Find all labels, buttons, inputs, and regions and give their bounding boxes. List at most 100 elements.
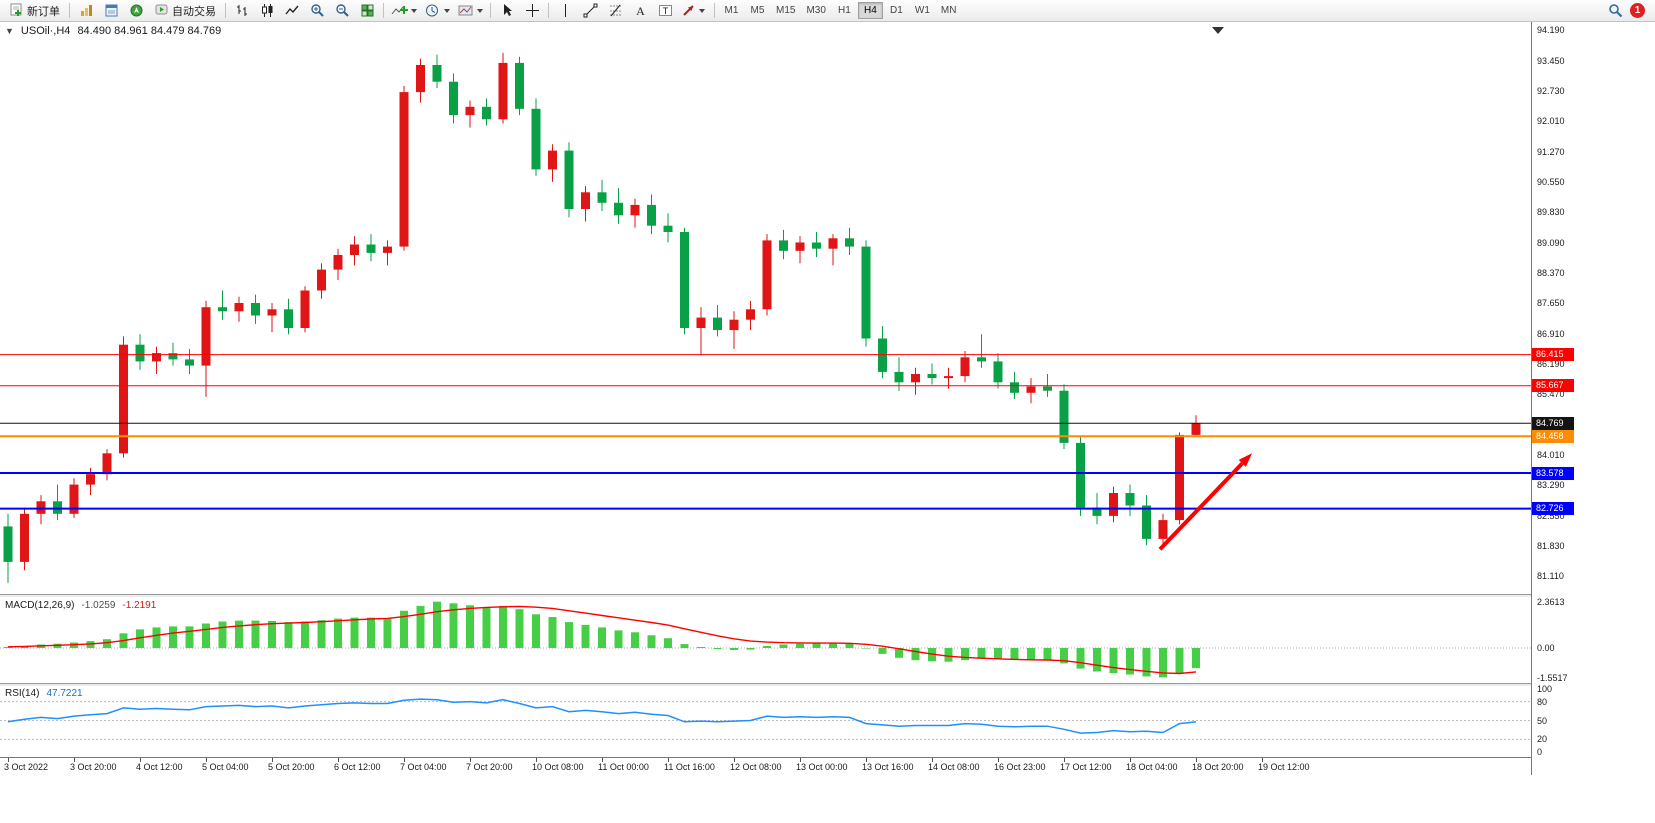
time-axis-label: 6 Oct 12:00 — [334, 762, 381, 772]
macd-axis-label: 2.3613 — [1537, 596, 1565, 607]
time-tick — [602, 758, 603, 762]
search-icon[interactable] — [1603, 0, 1627, 21]
time-tick — [998, 758, 999, 762]
line-chart-icon[interactable] — [280, 0, 304, 21]
time-axis-label: 7 Oct 20:00 — [466, 762, 513, 772]
macd-chart-svg[interactable] — [0, 597, 1531, 683]
time-tick — [932, 758, 933, 762]
cursor-icon[interactable] — [495, 0, 519, 21]
timeframe-H4[interactable]: H4 — [857, 2, 883, 19]
time-axis-label: 13 Oct 00:00 — [796, 762, 848, 772]
notification-badge[interactable]: 1 — [1630, 3, 1645, 18]
macd-signal-line — [7, 605, 1197, 675]
timeframe-M5[interactable]: M5 — [745, 2, 770, 19]
data-window-icon[interactable] — [99, 0, 123, 21]
fibonacci-icon[interactable] — [603, 0, 627, 21]
rsi-axis-label: 50 — [1537, 715, 1548, 726]
price-axis-label: 82.550 — [1537, 510, 1565, 521]
indicators-dropdown[interactable] — [388, 0, 420, 21]
price-axis-label: 86.910 — [1537, 328, 1565, 339]
price-axis-label: 86.190 — [1537, 358, 1565, 369]
main-toolbar: 新订单 自动交易 — [0, 0, 1655, 22]
time-axis-label: 3 Oct 2022 — [4, 762, 49, 772]
price-axis-label: 91.270 — [1537, 146, 1565, 157]
rsi-axis-label: 20 — [1537, 734, 1548, 745]
time-axis-label: 3 Oct 20:00 — [70, 762, 117, 772]
rsi-chart-svg[interactable] — [0, 686, 1531, 756]
price-axis[interactable]: 94.190 93.450 92.730 92.010 91.270 90.550 89.8… — [1531, 22, 1655, 775]
shapes-dropdown[interactable] — [678, 0, 710, 21]
toolbar-separator — [548, 3, 549, 18]
time-axis-label: 18 Oct 20:00 — [1192, 762, 1244, 772]
time-axis-label: 10 Oct 08:00 — [532, 762, 584, 772]
crosshair-icon[interactable] — [520, 0, 544, 21]
chart-shift-marker — [1212, 27, 1224, 34]
price-axis-label: 87.650 — [1537, 298, 1565, 308]
time-axis-label: 19 Oct 12:00 — [1258, 762, 1310, 772]
text-label-icon[interactable]: T — [653, 0, 677, 21]
time-axis[interactable]: 3 Oct 2022 3 Oct 20:00 4 Oct 12:00 5 Oct 04… — [0, 757, 1655, 775]
text-icon[interactable]: A — [628, 0, 652, 21]
time-axis-label: 5 Oct 20:00 — [268, 762, 315, 772]
timeframe-D1[interactable]: D1 — [884, 2, 909, 19]
timeframe-W1[interactable]: W1 — [910, 2, 935, 19]
macd-histogram — [4, 601, 1200, 678]
toolbar-separator — [69, 3, 70, 18]
zoom-out-icon[interactable] — [330, 0, 354, 21]
time-axis-label: 13 Oct 16:00 — [862, 762, 914, 772]
toolbar-separator — [490, 3, 491, 18]
time-tick — [8, 758, 9, 762]
tile-windows-icon[interactable] — [355, 0, 379, 21]
trendline-icon[interactable] — [578, 0, 602, 21]
timeframe-group: M1 M5 M15 M30 H1 H4 D1 W1 MN — [719, 2, 961, 19]
toolbar-separator — [383, 3, 384, 18]
price-axis-label: 93.450 — [1537, 55, 1565, 66]
navigator-icon[interactable] — [124, 0, 148, 21]
pane-splitter[interactable] — [0, 594, 1655, 597]
time-tick — [866, 758, 867, 762]
timeframe-H1[interactable]: H1 — [832, 2, 857, 19]
rsi-axis-label: 0 — [1537, 747, 1543, 757]
price-chart-svg[interactable] — [0, 22, 1531, 594]
time-tick — [140, 758, 141, 762]
new-order-label: 新订单 — [27, 5, 60, 18]
time-tick — [206, 758, 207, 762]
time-axis-label: 12 Oct 08:00 — [730, 762, 782, 772]
timeframe-MN[interactable]: MN — [936, 2, 962, 19]
time-axis-label: 11 Oct 16:00 — [664, 762, 715, 772]
new-order-icon — [9, 2, 24, 20]
rsi-label: RSI(14) 47.7221 — [5, 688, 83, 699]
macd-axis-label: 0.00 — [1537, 643, 1555, 653]
timeframe-M1[interactable]: M1 — [719, 2, 744, 19]
vertical-line-icon[interactable] — [553, 0, 577, 21]
candlestick-chart-icon[interactable] — [255, 0, 279, 21]
price-axis-label: 85.470 — [1537, 389, 1565, 399]
templates-dropdown[interactable] — [454, 0, 486, 21]
time-tick — [800, 758, 801, 762]
timeframe-M30[interactable]: M30 — [801, 2, 830, 19]
price-axis-label: 89.090 — [1537, 237, 1565, 248]
market-watch-icon[interactable] — [74, 0, 98, 21]
time-tick — [404, 758, 405, 762]
price-tag-83.578: 83.578 — [1532, 466, 1574, 480]
rsi-level-lines — [0, 701, 1531, 740]
price-axis-label: 89.830 — [1537, 207, 1565, 217]
time-axis-label: 5 Oct 04:00 — [202, 762, 249, 772]
macd-main-value: -1.0259 — [81, 600, 116, 611]
chart-info-label: ▼ USOil·,H4 84.490 84.961 84.479 84.769 — [5, 25, 221, 37]
zoom-in-icon[interactable] — [305, 0, 329, 21]
time-tick — [1262, 758, 1263, 762]
time-tick — [668, 758, 669, 762]
new-order-button[interactable]: 新订单 — [4, 0, 65, 21]
one-click-trading-toggle[interactable]: ▼ — [5, 26, 14, 36]
periods-dropdown[interactable] — [421, 0, 453, 21]
time-tick — [1196, 758, 1197, 762]
timeframe-M15[interactable]: M15 — [771, 2, 800, 19]
bar-chart-icon[interactable] — [230, 0, 254, 21]
horizontal-lines-group — [0, 354, 1531, 510]
time-tick — [734, 758, 735, 762]
pane-splitter[interactable] — [0, 683, 1655, 686]
rsi-axis-label: 100 — [1537, 684, 1553, 694]
rsi-name: RSI(14) — [5, 688, 40, 699]
autotrading-button[interactable]: 自动交易 — [149, 0, 221, 21]
